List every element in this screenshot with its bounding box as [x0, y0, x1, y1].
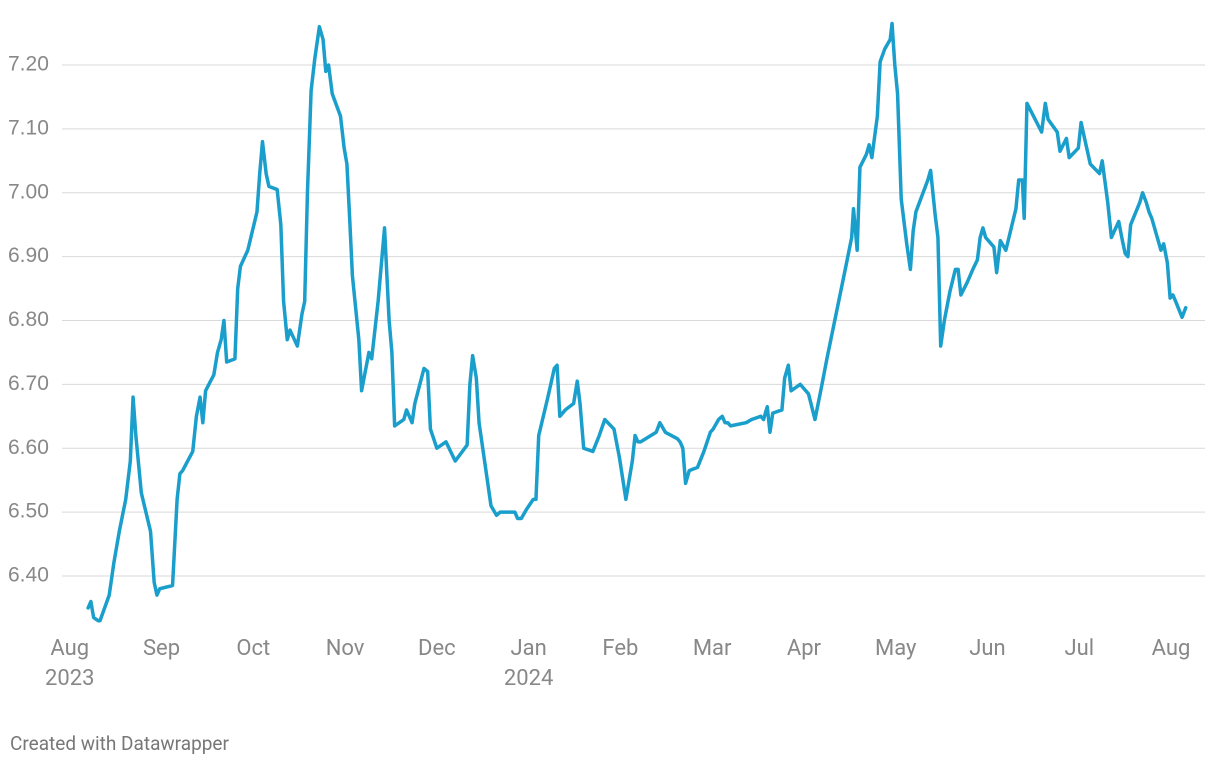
- x-tick-label: Jan 2024: [503, 636, 554, 691]
- x-tick-label: Mar: [692, 636, 732, 661]
- x-tick-label: Aug: [1151, 636, 1191, 661]
- data-line: [86, 21, 1188, 623]
- y-tick-label: 7.00: [8, 180, 49, 203]
- x-tick-label: Dec: [418, 636, 456, 661]
- x-tick-label: Sep: [142, 636, 181, 661]
- x-tick-label: Aug 2023: [45, 636, 95, 691]
- x-tick-label: Jun: [969, 636, 1006, 661]
- x-tick-label: May: [875, 636, 917, 661]
- y-tick-label: 7.10: [8, 116, 49, 139]
- y-tick-label: 6.70: [8, 372, 49, 395]
- y-tick-label: 6.60: [8, 436, 49, 459]
- x-tick-label: Nov: [325, 636, 365, 661]
- x-tick-label: Feb: [602, 636, 639, 661]
- y-tick-label: 6.50: [8, 500, 49, 523]
- y-tick-label: 7.20: [8, 53, 49, 76]
- y-tick-label: 6.90: [8, 244, 49, 267]
- x-tick-label: Apr: [786, 636, 822, 661]
- y-tick-label: 6.80: [8, 308, 49, 331]
- credit: Created with Datawrapper: [10, 732, 229, 755]
- y-tick-label: 6.40: [8, 564, 49, 587]
- x-tick-label: Oct: [236, 636, 271, 661]
- x-tick-label: Jul: [1064, 636, 1095, 661]
